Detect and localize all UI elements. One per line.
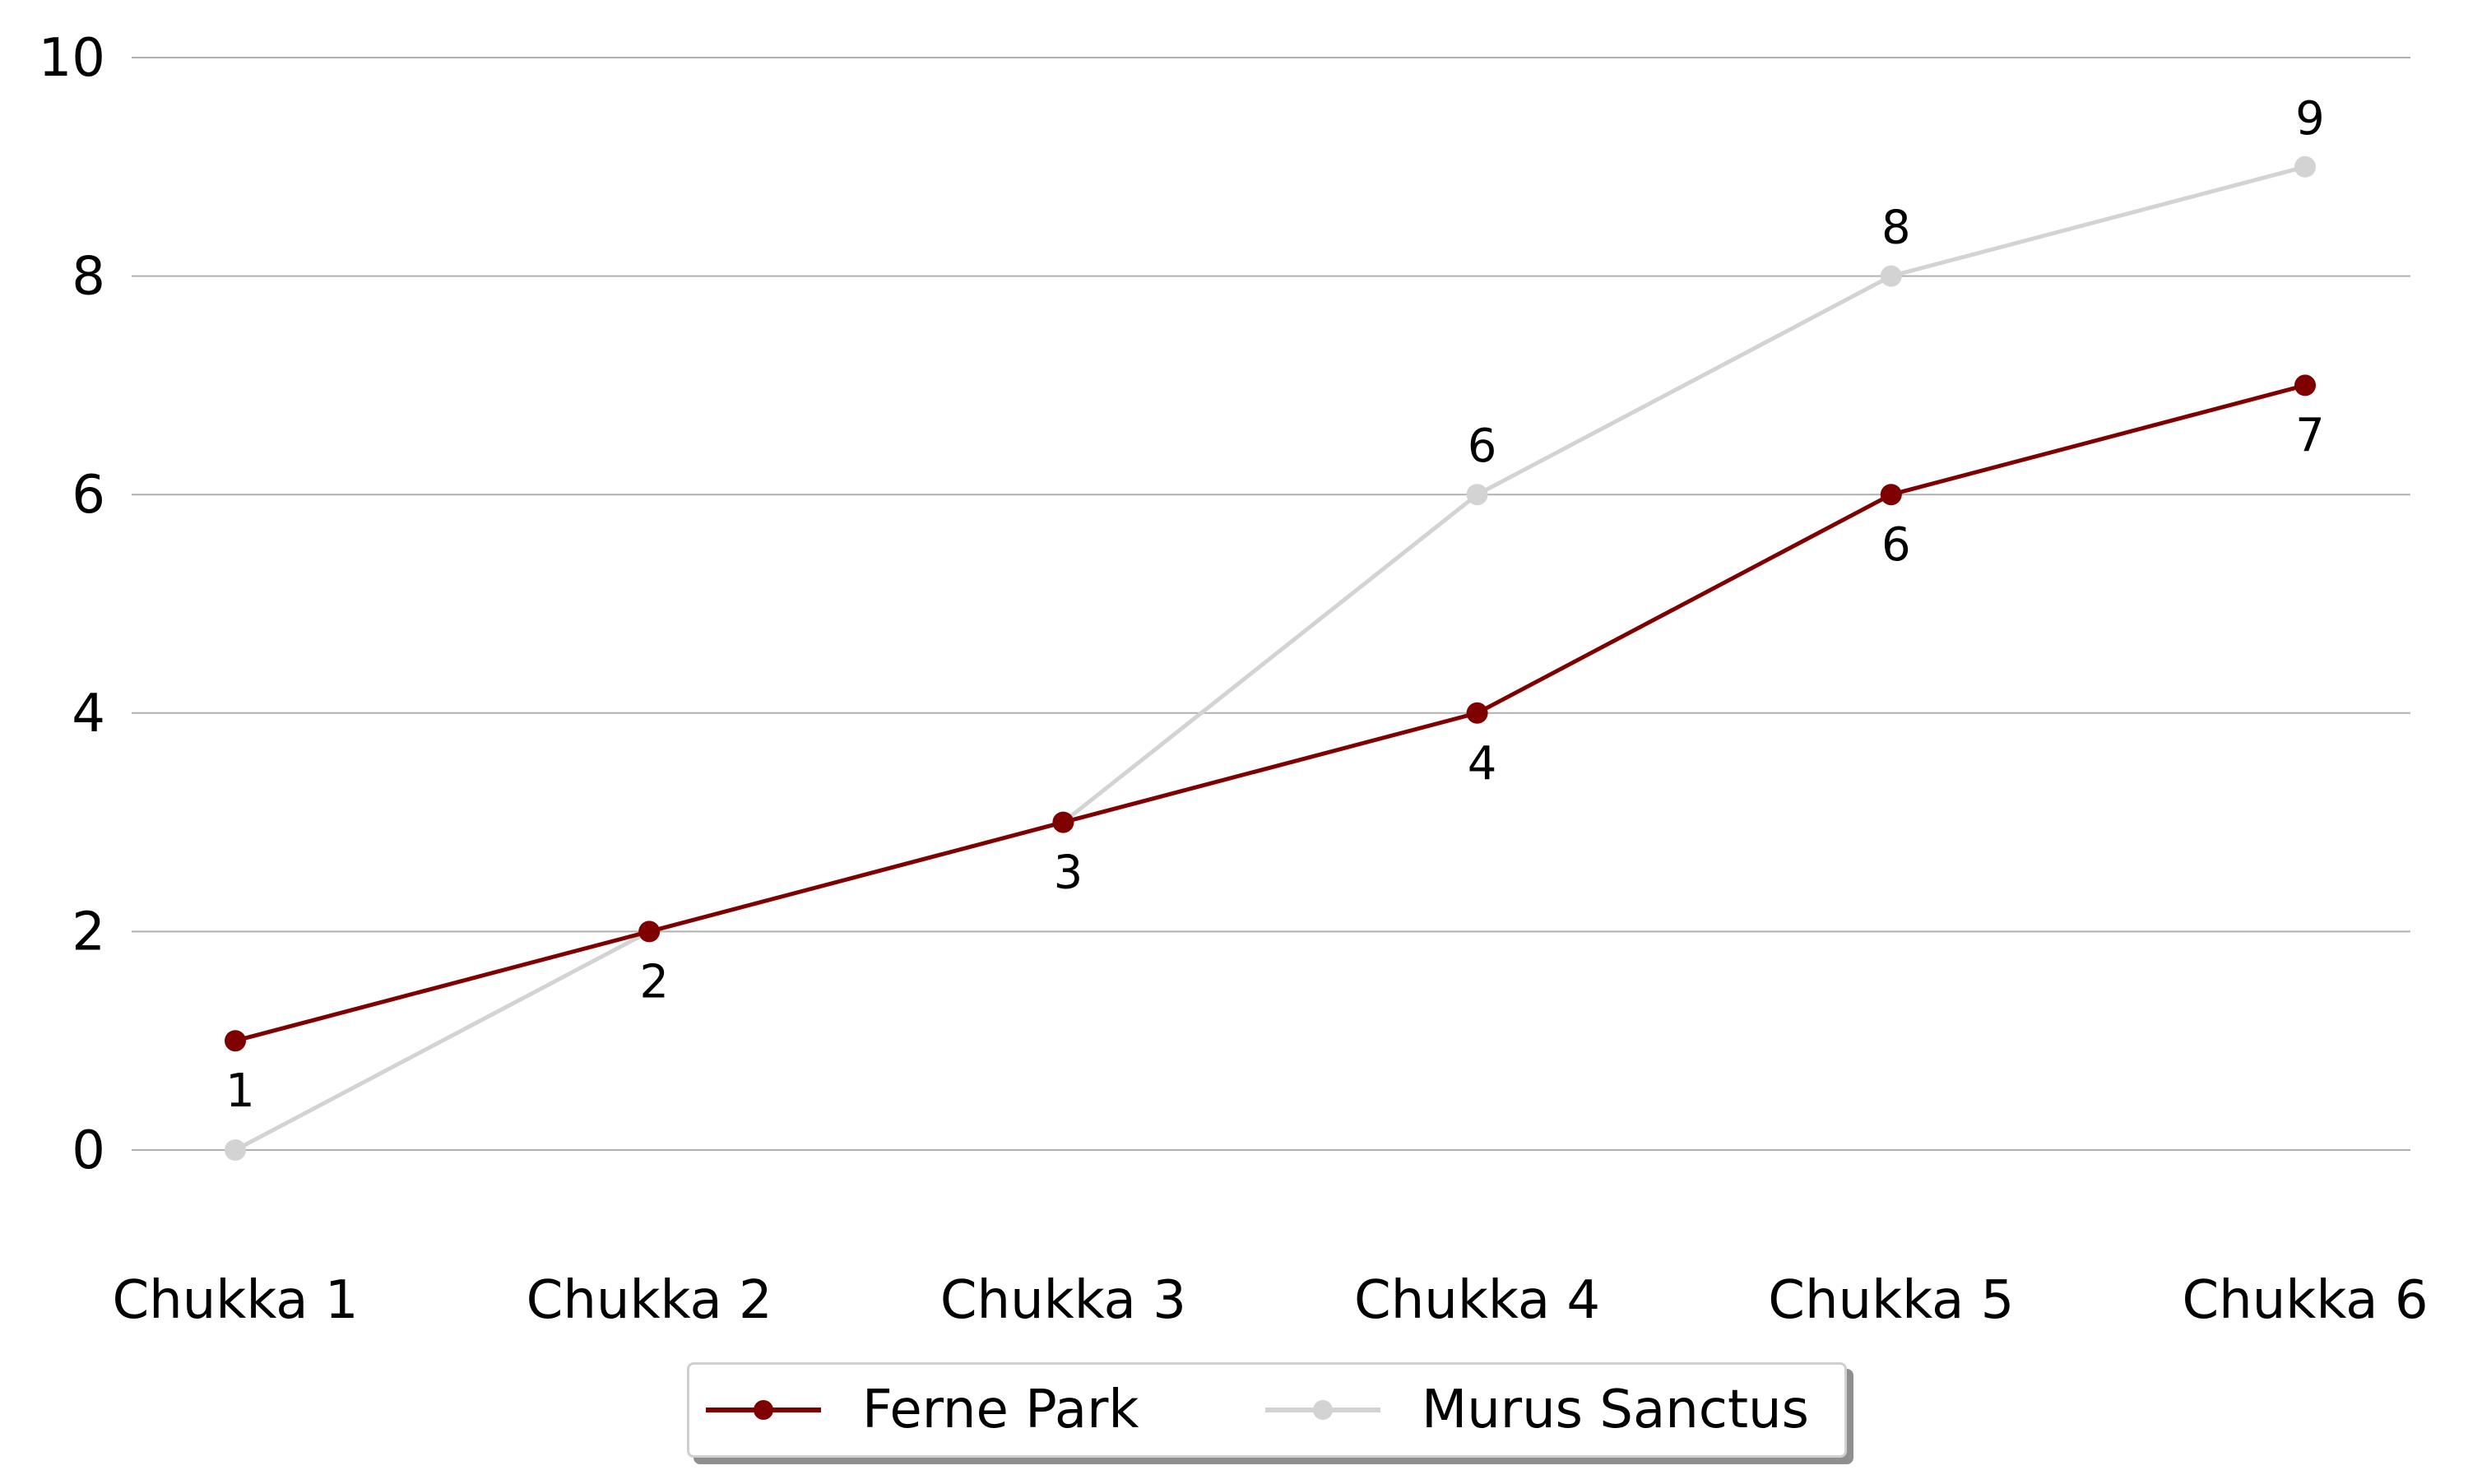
x-axis-tick-labels: Chukka 1 Chukka 2 Chukka 3 Chukka 4 Chukka 5… (112, 1270, 2428, 1331)
series-line-ferne-park (234, 383, 2306, 1043)
data-label-ferne-park-1: 1 (225, 1064, 255, 1118)
series-line-murus-sanctus (234, 165, 2306, 1152)
gridlines (132, 57, 2410, 1151)
legend-item-ferne-park: Ferne Park (706, 1365, 1139, 1455)
data-point-ferne-park-6 (2294, 374, 2316, 397)
legend: Ferne Park Murus Sanctus (687, 1362, 1847, 1458)
legend-swatch-murus-sanctus (1265, 1385, 1380, 1435)
x-tick-label-1: Chukka 1 (112, 1270, 358, 1331)
data-point-ferne-park-4 (1466, 702, 1488, 724)
legend-item-murus-sanctus: Murus Sanctus (1265, 1365, 1809, 1455)
data-label-murus-sanctus-4: 6 (1468, 420, 1497, 473)
data-label-ferne-park-6: 7 (2295, 409, 2325, 462)
legend-swatch-ferne-park (706, 1385, 821, 1435)
y-tick-label-0: 0 (72, 1120, 105, 1181)
legend-label-ferne-park: Ferne Park (862, 1380, 1139, 1440)
y-axis-tick-labels: 0 2 4 6 8 10 (39, 28, 105, 1181)
data-point-murus-sanctus-5 (1880, 265, 1902, 287)
data-point-ferne-park-3 (1052, 811, 1074, 833)
data-point-ferne-park-2 (638, 921, 661, 943)
y-tick-label-6: 6 (72, 465, 105, 526)
legend-label-murus-sanctus: Murus Sanctus (1422, 1380, 1809, 1440)
x-tick-label-6: Chukka 6 (2182, 1270, 2428, 1331)
y-tick-label-8: 8 (72, 247, 105, 308)
x-tick-label-5: Chukka 5 (1768, 1270, 2014, 1331)
data-point-ferne-park-1 (225, 1030, 246, 1052)
legend-marker-murus-sanctus (1313, 1400, 1333, 1420)
legend-marker-ferne-park (754, 1400, 773, 1420)
data-point-murus-sanctus-6 (2294, 155, 2316, 178)
series-murus-sanctus (225, 155, 2316, 1161)
y-tick-label-10: 10 (39, 28, 105, 89)
data-label-ferne-park-5: 6 (1881, 518, 1911, 572)
y-tick-label-4: 4 (72, 684, 105, 744)
series-ferne-park (225, 374, 2316, 1052)
data-labels: 1 2 3 4 6 7 6 8 9 (225, 92, 2325, 1118)
x-tick-label-2: Chukka 2 (527, 1270, 772, 1331)
series-lines (225, 155, 2316, 1161)
data-point-murus-sanctus-4 (1466, 484, 1488, 506)
data-label-ferne-park-4: 4 (1468, 737, 1497, 791)
data-point-murus-sanctus-1 (225, 1139, 246, 1161)
data-label-ferne-park-3: 3 (1054, 846, 1083, 900)
data-point-ferne-park-5 (1880, 484, 1902, 506)
data-label-ferne-park-2: 2 (639, 955, 669, 1009)
data-label-murus-sanctus-6: 9 (2295, 92, 2325, 146)
data-label-murus-sanctus-5: 8 (1881, 202, 1911, 255)
x-tick-label-3: Chukka 3 (940, 1270, 1186, 1331)
y-tick-label-2: 2 (72, 902, 105, 962)
x-tick-label-4: Chukka 4 (1354, 1270, 1600, 1331)
